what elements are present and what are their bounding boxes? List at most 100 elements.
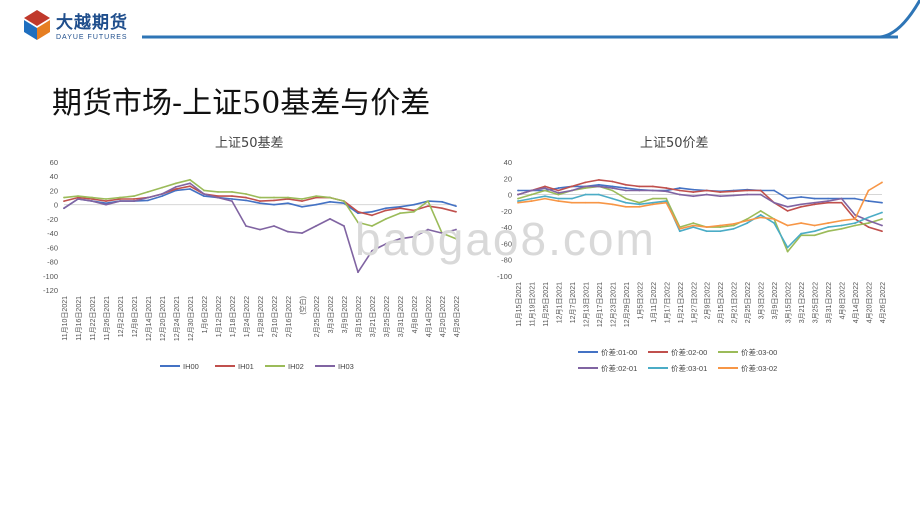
- data-point: [719, 191, 722, 194]
- x-tick-label: 12月8日2021: [131, 296, 139, 337]
- data-point: [315, 203, 317, 206]
- data-point: [245, 199, 247, 202]
- x-tick-label: 3月25日2022: [812, 282, 820, 323]
- data-point: [245, 193, 247, 195]
- data-point: [827, 200, 829, 202]
- data-point: [813, 234, 816, 237]
- data-point: [343, 200, 345, 203]
- data-point: [455, 210, 457, 213]
- x-tick-label: 3月31日2022: [825, 282, 833, 323]
- data-point: [133, 198, 135, 200]
- data-point: [287, 230, 289, 233]
- data-point: [732, 224, 735, 227]
- data-point: [357, 271, 359, 274]
- data-point: [786, 205, 789, 208]
- data-point: [624, 201, 627, 204]
- data-point: [638, 201, 641, 204]
- data-point: [63, 207, 65, 210]
- data-point: [105, 203, 107, 206]
- data-point: [584, 193, 587, 196]
- data-point: [385, 209, 387, 212]
- data-point: [441, 207, 443, 210]
- data-point: [161, 195, 163, 198]
- x-tick-label: 3月15日2022: [355, 296, 363, 337]
- data-point: [557, 189, 560, 192]
- data-point: [638, 185, 641, 188]
- data-point: [399, 212, 401, 215]
- x-tick-label: 11月25日2021: [542, 282, 550, 327]
- data-point: [91, 200, 93, 203]
- x-tick-label: 11月22日2021: [89, 296, 97, 341]
- data-point: [455, 237, 457, 240]
- data-point: [385, 217, 387, 220]
- data-point: [91, 196, 93, 199]
- data-point: [217, 195, 219, 198]
- x-tick-label: 4月14日2022: [852, 282, 860, 323]
- x-tick-label: 2月25日2022: [313, 296, 321, 337]
- data-point: [259, 196, 261, 199]
- data-point: [231, 190, 233, 193]
- x-tick-label: 11月16日2021: [75, 296, 83, 341]
- data-point: [259, 228, 261, 231]
- legend-label: IH02: [288, 362, 304, 371]
- x-tick-label: 11月10日2021: [61, 296, 69, 341]
- x-tick-label: 4月20日2022: [866, 282, 874, 323]
- x-tick-label: 4月20日2022: [439, 296, 447, 337]
- data-point: [665, 190, 668, 193]
- data-point: [371, 249, 373, 252]
- y-tick-label: -120: [43, 286, 58, 295]
- data-point: [517, 197, 519, 200]
- y-tick-label: -40: [501, 223, 512, 232]
- data-point: [719, 230, 722, 233]
- y-tick-label: -100: [497, 272, 512, 281]
- legend-label: IH00: [183, 362, 199, 371]
- x-tick-label: 4月26日2022: [453, 296, 461, 337]
- data-point: [557, 197, 560, 200]
- data-point: [544, 197, 546, 200]
- legend-label: 价差:02-00: [671, 347, 707, 357]
- data-point: [301, 232, 303, 235]
- data-point: [692, 191, 695, 194]
- data-point: [719, 195, 722, 198]
- data-point: [786, 197, 789, 200]
- data-point: [773, 218, 776, 220]
- x-tick-label: 11月15日2021: [515, 282, 523, 327]
- data-point: [371, 210, 373, 213]
- data-point: [759, 189, 762, 192]
- data-point: [597, 179, 600, 181]
- series-line-2: [517, 179, 883, 232]
- y-tick-label: -20: [501, 207, 512, 216]
- data-point: [119, 198, 121, 200]
- legend-label: 价差:03-01: [671, 363, 707, 373]
- data-point: [746, 222, 749, 224]
- legend-label: IH01: [238, 362, 254, 371]
- legend-label: 价差:02-01: [601, 363, 637, 373]
- data-point: [427, 205, 429, 207]
- data-point: [427, 200, 429, 203]
- data-point: [746, 219, 749, 222]
- x-tick-label: 12月7日2021: [569, 282, 577, 323]
- data-point: [813, 203, 816, 206]
- data-point: [827, 222, 829, 224]
- data-point: [357, 221, 359, 224]
- data-point: [651, 203, 654, 206]
- y-tick-label: 0: [54, 201, 58, 210]
- data-point: [517, 200, 519, 202]
- header-divider: [142, 35, 898, 39]
- y-tick-label: -20: [47, 215, 58, 224]
- legend-label: 价差:01-00: [601, 347, 637, 357]
- data-point: [175, 188, 177, 190]
- x-tick-label: 1月18日2022: [229, 296, 237, 337]
- data-point: [827, 226, 829, 229]
- y-tick-label: -60: [47, 243, 58, 252]
- y-tick-label: -40: [47, 229, 58, 238]
- data-point: [813, 197, 816, 200]
- y-tick-label: -60: [501, 239, 512, 248]
- data-point: [175, 182, 177, 185]
- data-point: [867, 216, 870, 219]
- data-point: [517, 189, 519, 192]
- data-point: [678, 227, 681, 230]
- data-point: [119, 200, 121, 203]
- x-tick-label: 12月13日2021: [582, 282, 590, 327]
